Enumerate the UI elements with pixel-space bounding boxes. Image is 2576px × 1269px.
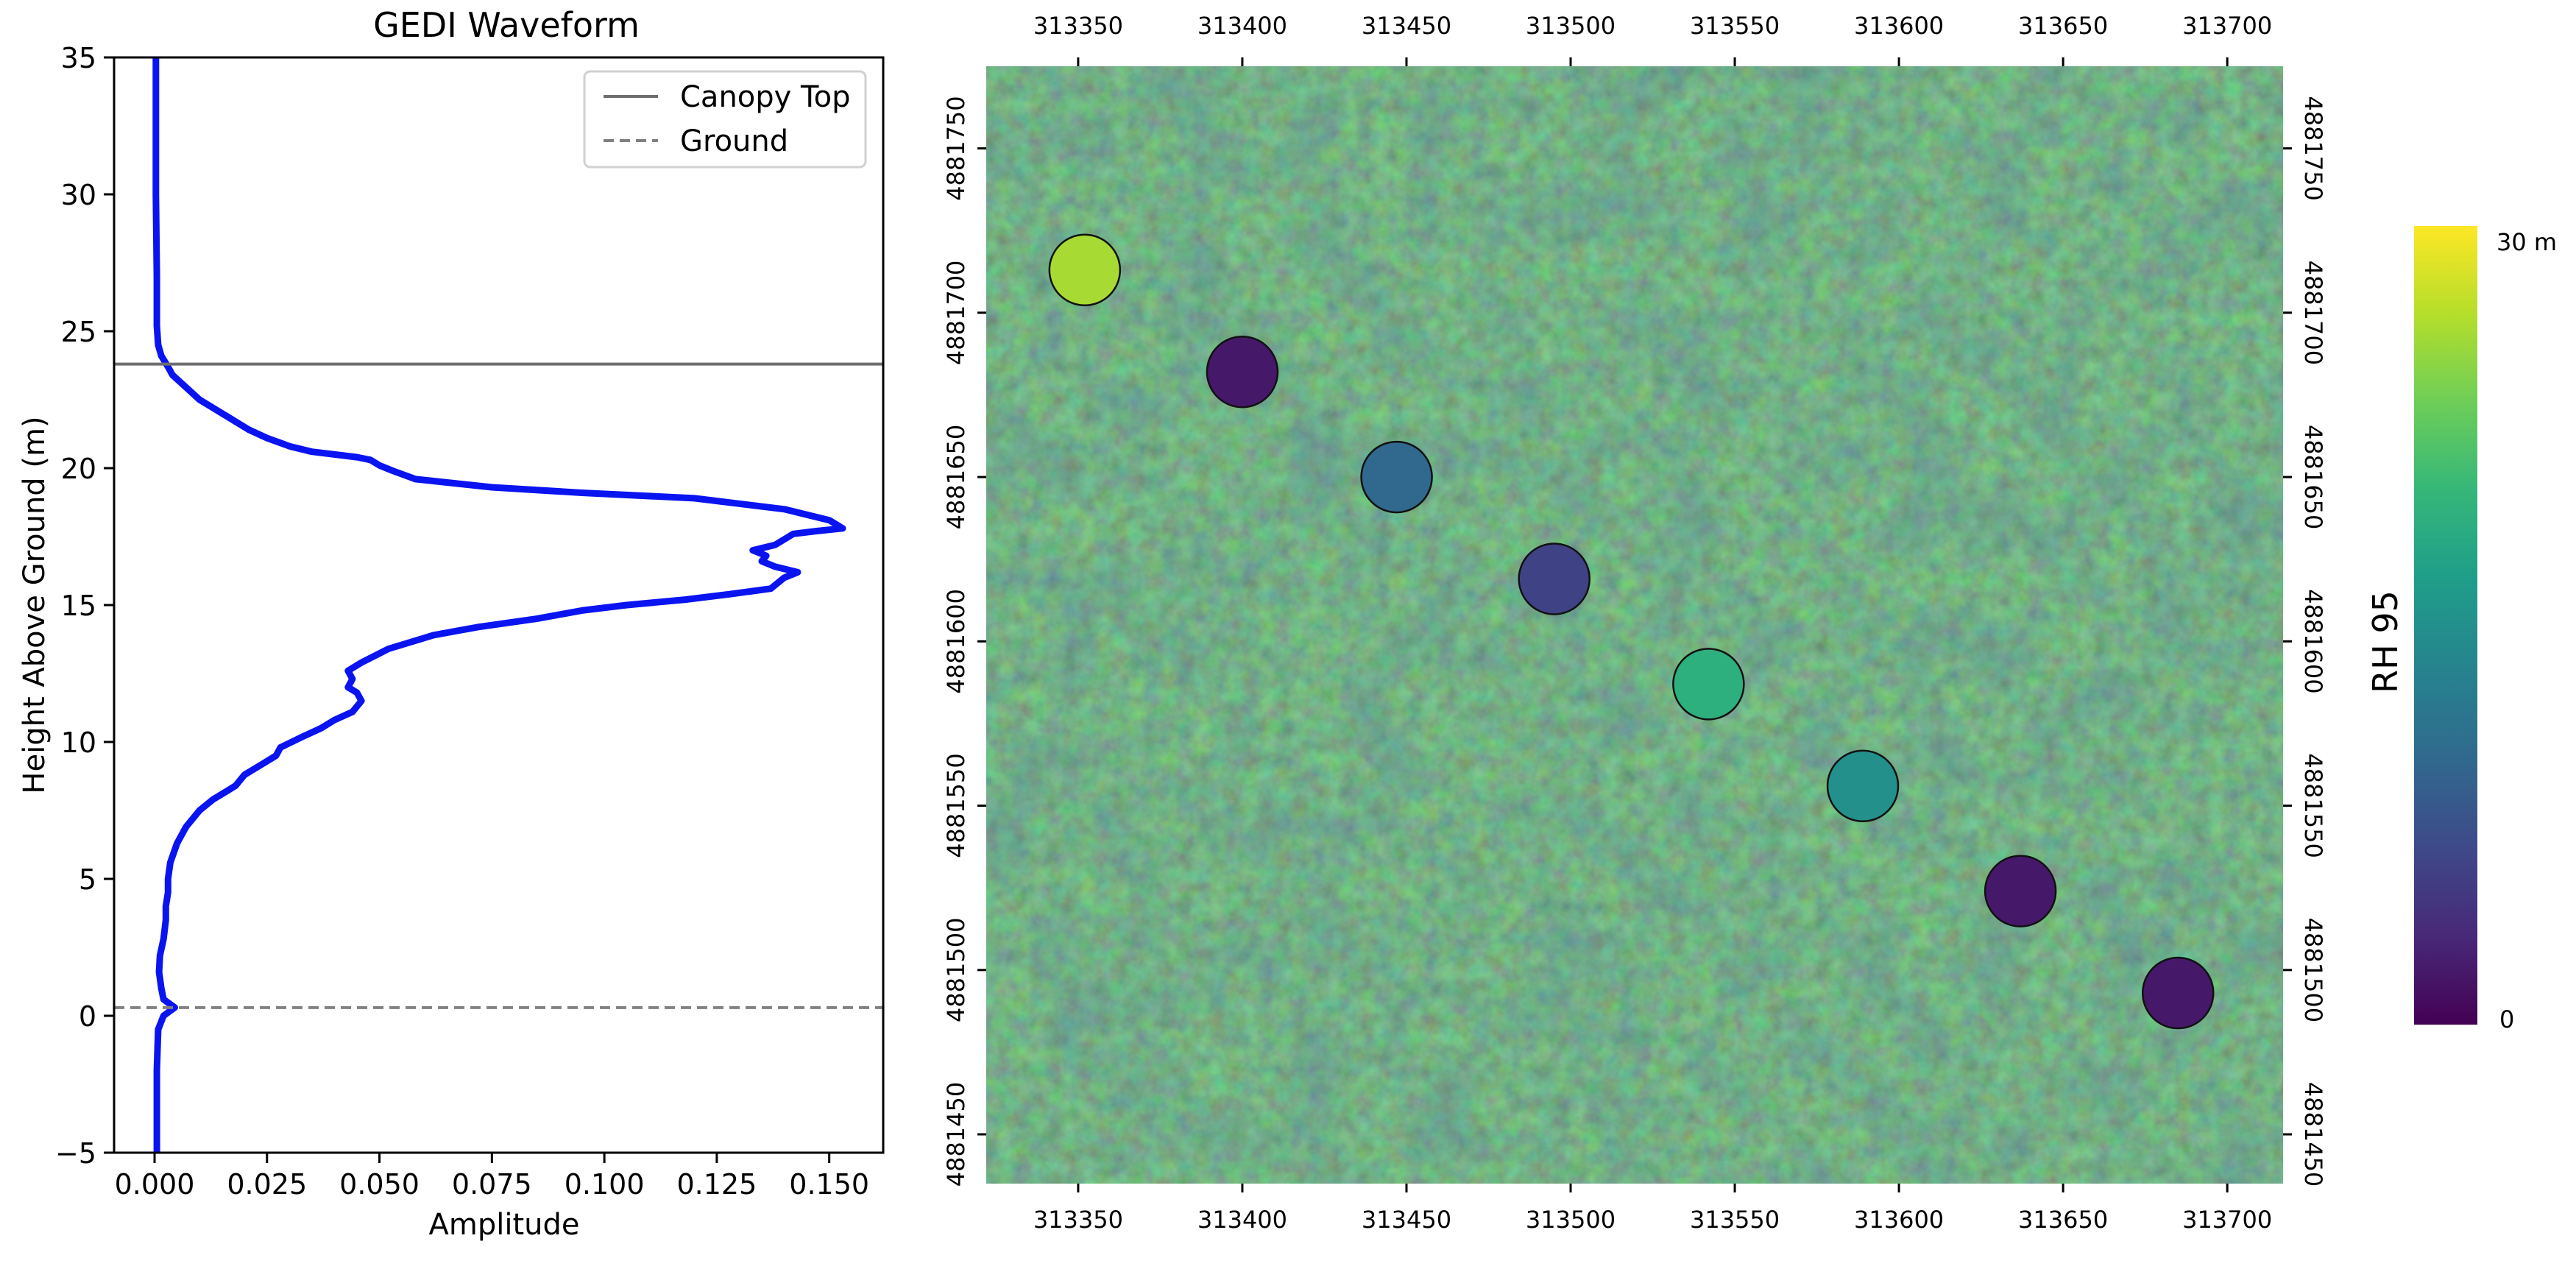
map-y-tick-label-left: 4881500 (942, 918, 970, 1023)
map-x-tick-label-bottom: 313500 (1526, 1206, 1616, 1234)
map-y-tick-label-left: 4881700 (942, 261, 970, 366)
waveform-y-axis-label: Height Above Ground (m) (18, 416, 52, 793)
waveform-x-tick-label: 0.075 (452, 1168, 532, 1201)
rh95-point (1984, 855, 2057, 927)
waveform-y-tick-label: 20 (61, 453, 96, 485)
aerial-imagery (986, 66, 2283, 1184)
legend-ground-label: Ground (680, 124, 788, 158)
map-y-tick-label-right: 4881600 (2299, 589, 2327, 694)
waveform-title: GEDI Waveform (373, 5, 640, 45)
rh95-point (1672, 648, 1745, 721)
map-x-tick-label-top: 313700 (2182, 12, 2272, 40)
map-y-tick-label-right: 4881550 (2299, 753, 2327, 858)
map-y-tick-label-left: 4881550 (942, 753, 970, 858)
map-x-tick-label-bottom: 313650 (2018, 1206, 2108, 1234)
waveform-y-tick-label: −5 (55, 1137, 96, 1170)
map-y-tick-label-left: 4881650 (942, 425, 970, 530)
colorbar: 30 m 0 RH 95 (2366, 226, 2557, 1033)
waveform-chart: GEDI Waveform 0.000 0.025 0.050 0.075 0.100 0… (18, 5, 885, 1242)
map-x-tick-label-bottom: 313700 (2182, 1206, 2272, 1234)
waveform-x-tick-label: 0.150 (789, 1168, 869, 1201)
map-y-tick-label-right: 4881450 (2299, 1082, 2327, 1187)
waveform-legend: Canopy Top Ground (583, 70, 867, 169)
waveform-y-tick-label: 0 (79, 1000, 96, 1033)
map-x-tick-label-top: 313650 (2018, 12, 2108, 40)
map-x-tick-label-bottom: 313350 (1033, 1206, 1123, 1234)
waveform-y-tick-label: 35 (61, 42, 96, 74)
rh95-point (1048, 233, 1122, 307)
map-x-tick-label-bottom: 313450 (1362, 1206, 1451, 1234)
waveform-series-line (152, 57, 846, 1153)
map-x-tick-label-bottom: 313400 (1197, 1206, 1287, 1234)
rh95-point (1826, 749, 1900, 823)
map-x-tick-label-top: 313550 (1690, 12, 1780, 40)
map-ticks: 313350 313350 313400 313400 313450 313450 3135… (942, 12, 2327, 1234)
map-y-tick-label-left: 4881750 (942, 96, 970, 201)
map-points (1048, 233, 2215, 1030)
waveform-y-tick-label: 15 (61, 590, 96, 622)
colorbar-low-label: 0 (2499, 1005, 2514, 1033)
map-x-tick-label-bottom: 313550 (1690, 1206, 1780, 1234)
rh95-point (1518, 542, 1590, 615)
rh95-map-chart: 313350 313350 313400 313400 313450 313450 3135… (942, 12, 2557, 1234)
map-y-tick-label-right: 4881750 (2299, 96, 2327, 201)
waveform-x-axis-label: Amplitude (429, 1208, 580, 1242)
colorbar-gradient (2414, 226, 2477, 1025)
map-x-tick-label-top: 313450 (1362, 12, 1451, 40)
map-y-tick-label-left: 4881600 (942, 589, 970, 694)
rh95-point (2142, 956, 2215, 1030)
waveform-x-tick-label: 0.025 (227, 1168, 307, 1201)
waveform-x-tick-label: 0.100 (565, 1168, 645, 1201)
waveform-y-tick-label: 25 (61, 316, 96, 348)
map-y-tick-label-left: 4881450 (942, 1082, 970, 1187)
map-x-tick-label-top: 313350 (1033, 12, 1123, 40)
waveform-y-tick-label: 5 (79, 863, 96, 896)
rh95-point (1360, 440, 1433, 514)
waveform-plot-frame (113, 56, 885, 1154)
map-y-tick-label-right: 4881650 (2299, 425, 2327, 530)
map-x-tick-label-top: 313500 (1526, 12, 1616, 40)
colorbar-title: RH 95 (2366, 590, 2405, 693)
legend-canopy-label: Canopy Top (680, 80, 851, 114)
waveform-y-tick-label: 30 (61, 179, 96, 211)
waveform-x-tick-label: 0.050 (339, 1168, 420, 1201)
map-y-tick-label-right: 4881700 (2299, 261, 2327, 366)
map-x-tick-label-top: 313600 (1854, 12, 1944, 40)
rh95-point (1206, 335, 1279, 409)
map-y-tick-label-right: 4881500 (2299, 918, 2327, 1023)
colorbar-high-label: 30 m (2497, 228, 2557, 256)
map-x-tick-label-top: 313400 (1197, 12, 1287, 40)
waveform-ticks: 0.000 0.025 0.050 0.075 0.100 0.125 0.150 −5 0 5 1… (55, 42, 869, 1201)
waveform-x-tick-label: 0.125 (676, 1168, 757, 1201)
reference-lines (114, 362, 883, 1009)
waveform-y-tick-label: 10 (61, 727, 96, 759)
waveform-x-tick-label: 0.000 (115, 1168, 195, 1201)
map-x-tick-label-bottom: 313600 (1854, 1206, 1944, 1234)
